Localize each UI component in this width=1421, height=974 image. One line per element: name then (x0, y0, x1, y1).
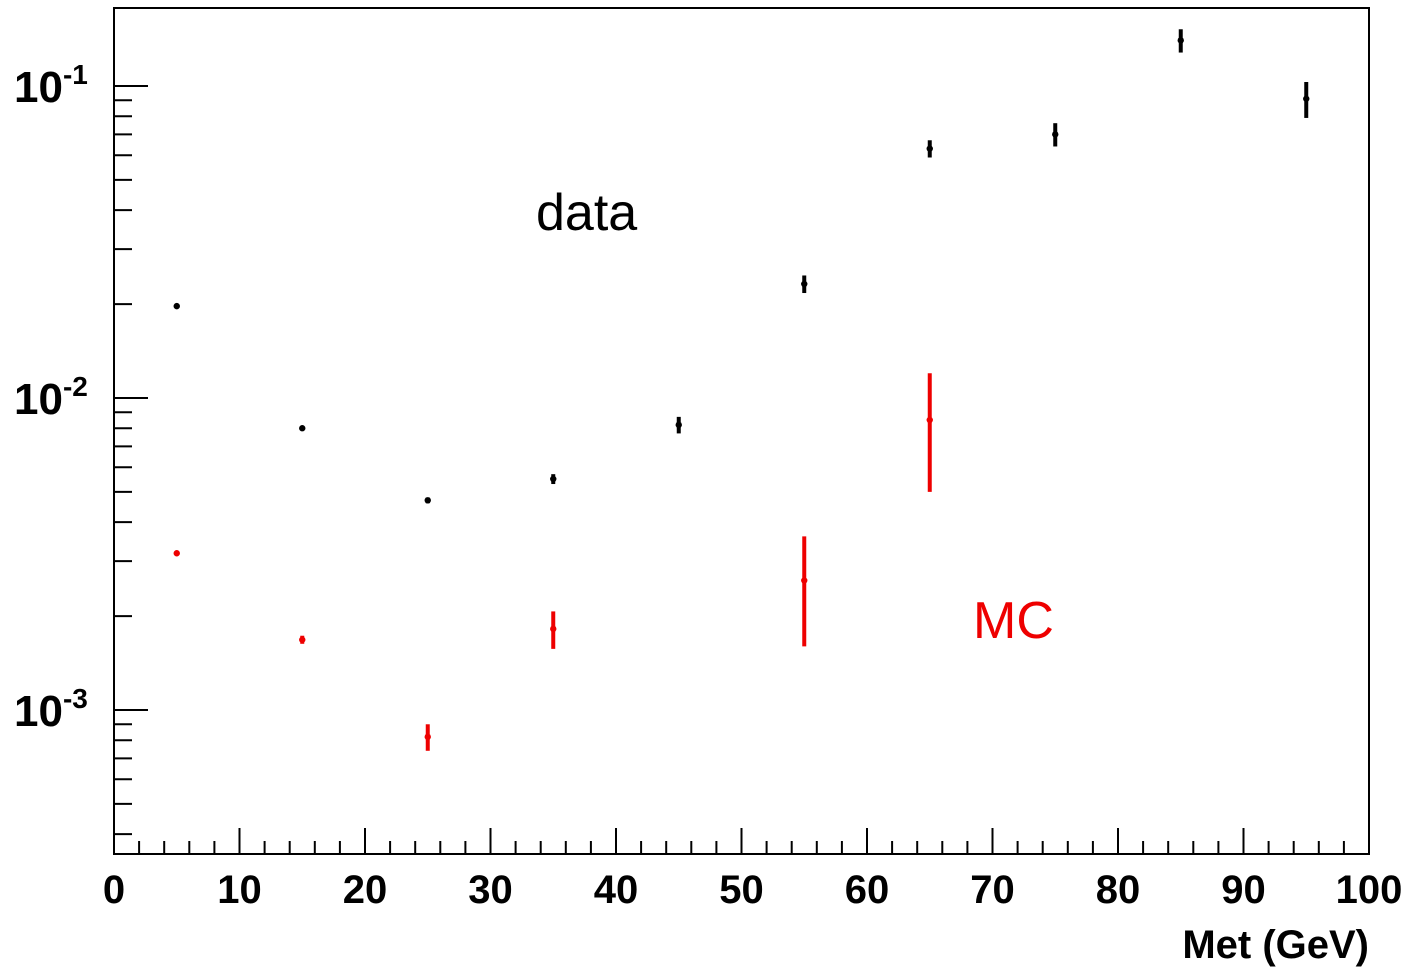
y-axis-tick-labels: 10-3 10-2 10-1 (14, 59, 88, 736)
mc-point (299, 636, 306, 643)
mc-point (550, 625, 557, 633)
x-tick-label: 40 (594, 868, 639, 912)
mc-point (424, 733, 431, 741)
data-point (1177, 37, 1184, 44)
y-axis-ticks (114, 85, 148, 836)
annotation-mc: MC (973, 592, 1054, 650)
x-tick-label: 0 (103, 868, 125, 912)
x-axis-ticks (113, 828, 1370, 854)
x-tick-label: 20 (343, 868, 388, 912)
annotation-data: data (536, 184, 637, 242)
data-point (1052, 131, 1059, 138)
x-tick-label: 60 (845, 868, 890, 912)
x-tick-label: 70 (970, 868, 1015, 912)
y-tick-label: 10-1 (14, 59, 88, 112)
data-point (173, 302, 180, 310)
x-tick-label: 80 (1096, 868, 1141, 912)
x-axis-title: Met (GeV) (1182, 923, 1369, 967)
data-point (550, 475, 557, 483)
data-point (675, 421, 682, 429)
x-tick-label: 90 (1221, 868, 1266, 912)
mc-point (801, 577, 808, 584)
x-tick-label: 10 (217, 868, 262, 912)
mc-point (926, 416, 933, 424)
y-tick-label: 10-3 (14, 683, 88, 736)
data-point (1303, 95, 1310, 102)
data-point (424, 497, 431, 504)
x-tick-label: 30 (468, 868, 513, 912)
x-tick-label: 100 (1336, 868, 1403, 912)
data-point (801, 280, 808, 288)
x-tick-label: 50 (719, 868, 764, 912)
data-point (299, 425, 306, 432)
x-axis-tick-labels: 0 10 20 30 40 50 60 70 80 90 100 (103, 868, 1403, 912)
mc-point (173, 550, 180, 557)
y-tick-label: 10-2 (14, 371, 88, 424)
data-marks (173, 29, 1310, 751)
data-point (926, 145, 933, 152)
